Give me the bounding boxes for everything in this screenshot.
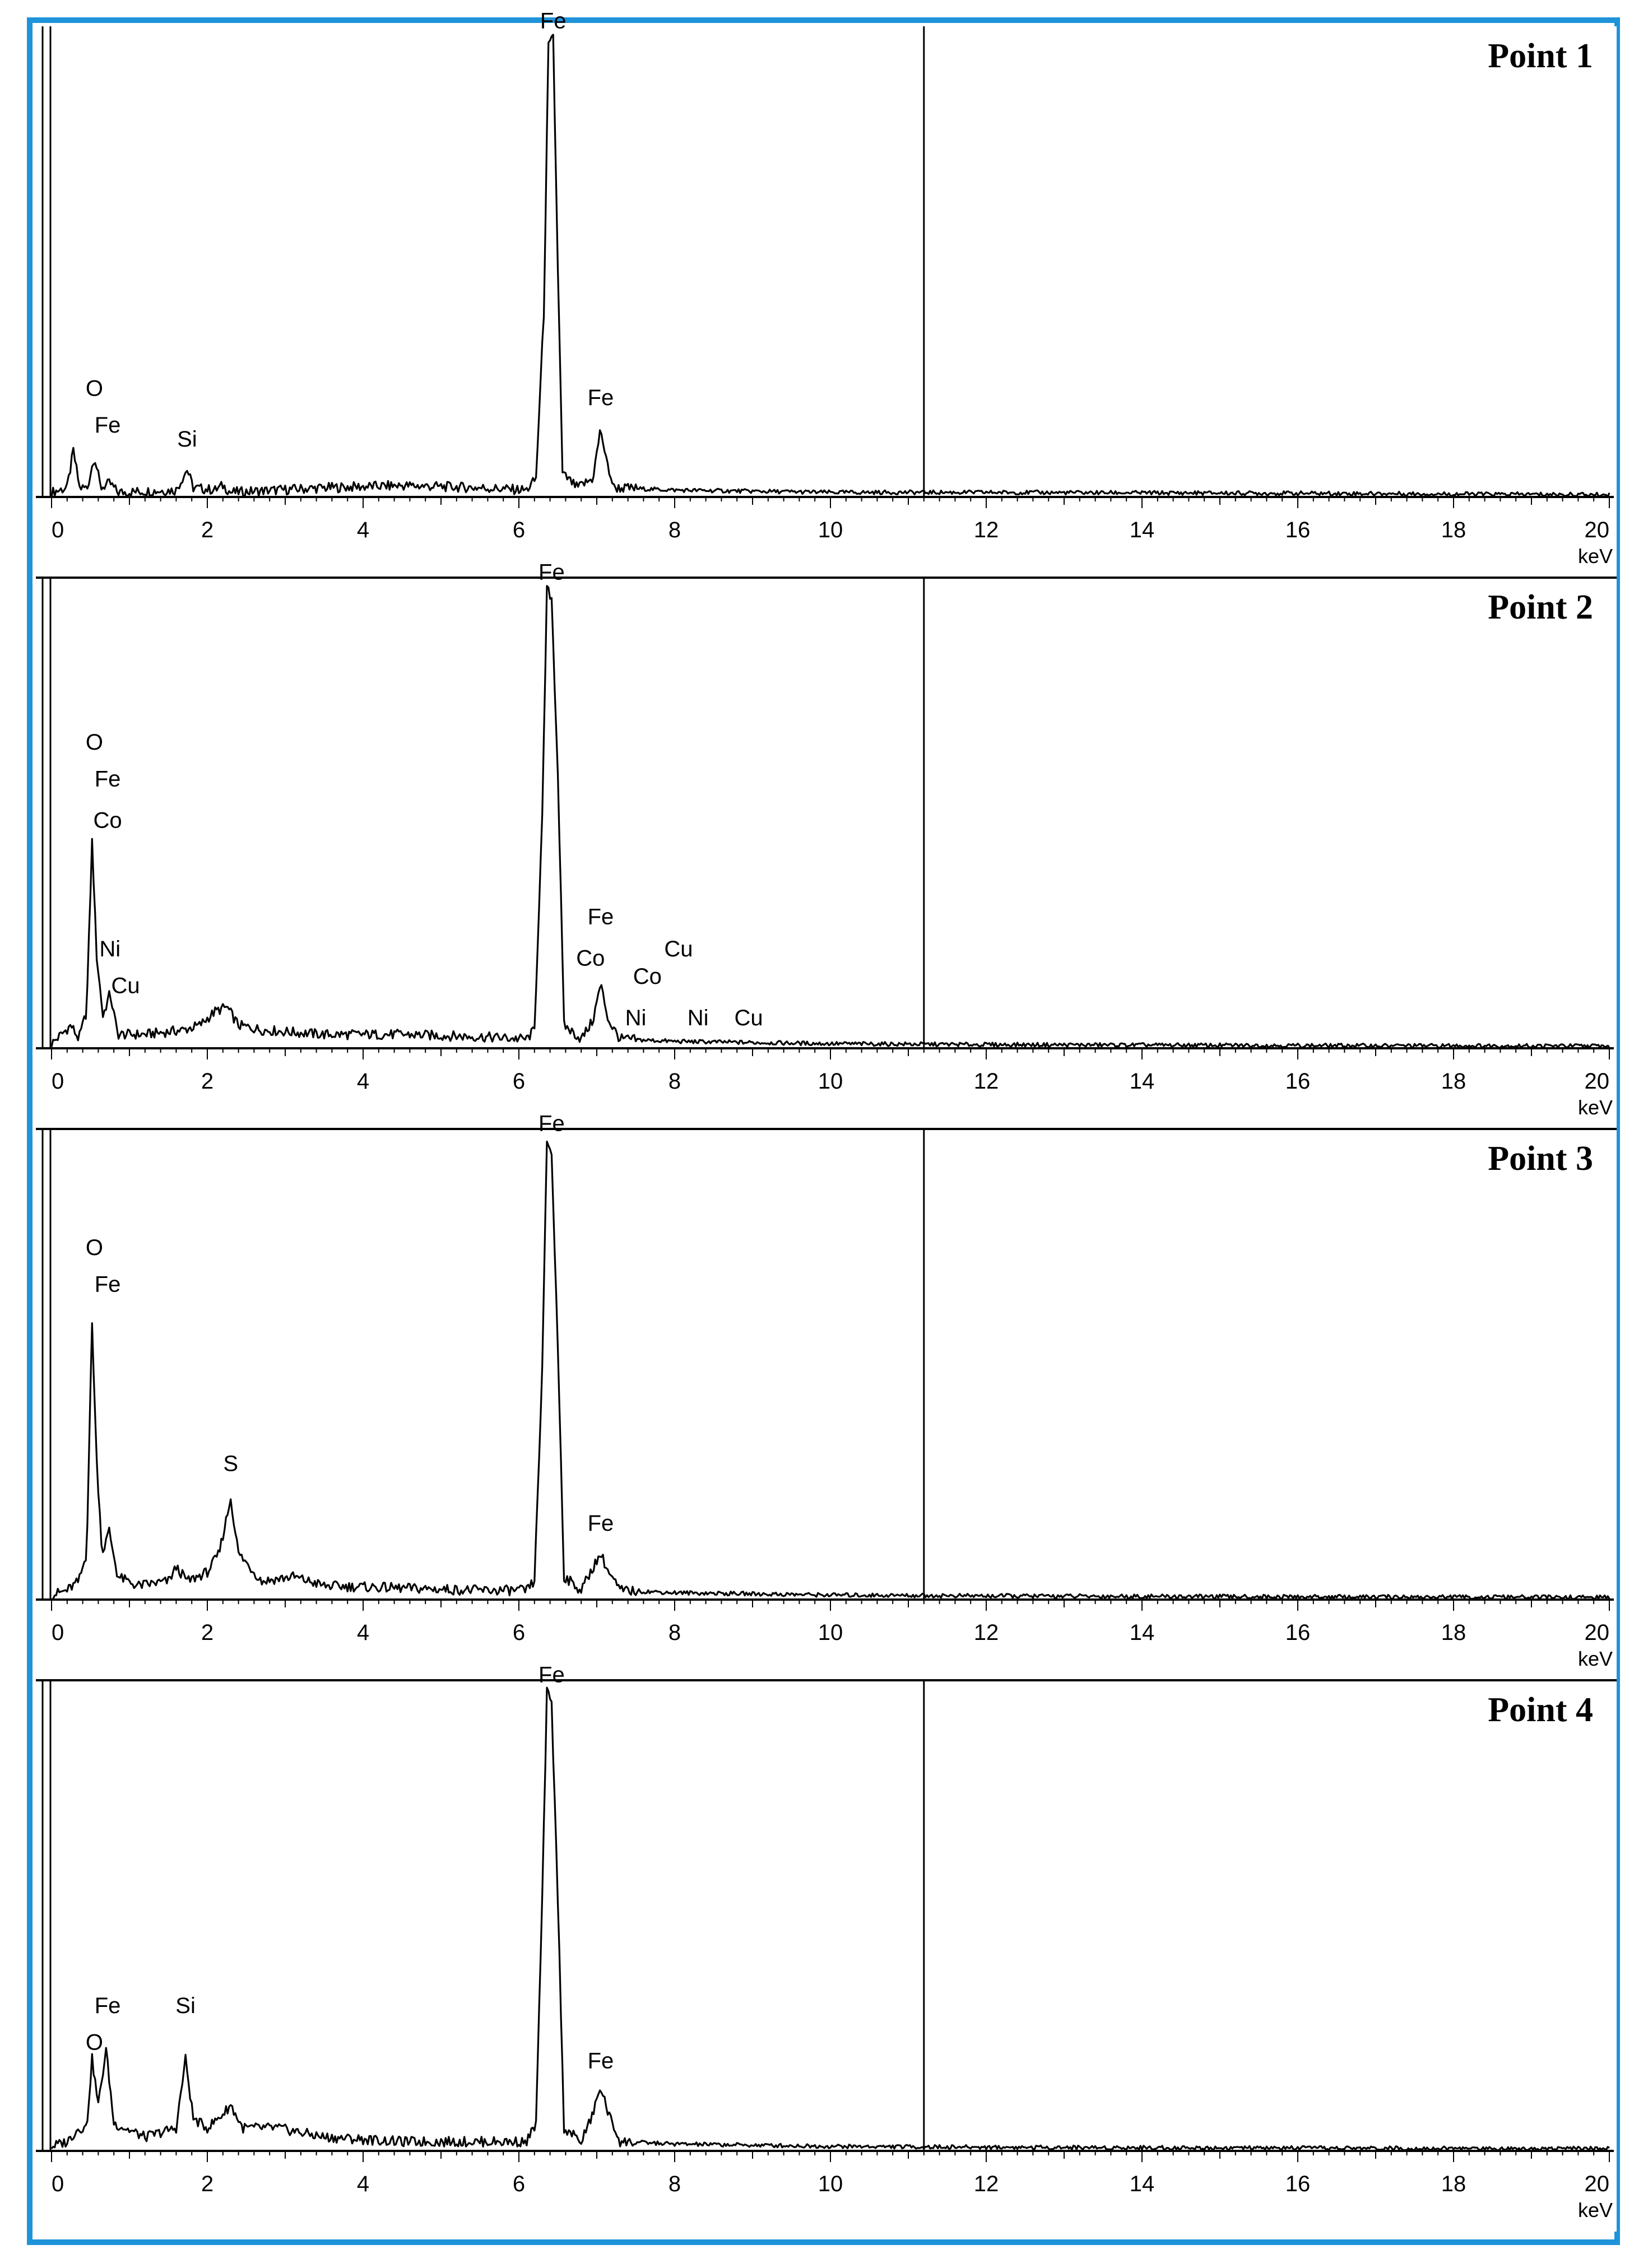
- x-tick-label: 20: [1585, 1620, 1610, 1645]
- x-tick-label: 0: [52, 1620, 64, 1645]
- x-tick-label: 2: [201, 518, 213, 542]
- x-tick-label: 4: [357, 1620, 369, 1645]
- spectrum-line: [51, 1140, 1610, 1601]
- x-tick-label: 20: [1585, 2172, 1610, 2196]
- x-tick-label: 12: [974, 1620, 999, 1645]
- x-tick-label: 2: [201, 1620, 213, 1645]
- spectrum-plot: 0 2 4 6 8 10 12 14 16 18 20keVOFeCoNiCuFeFeCoCoCuN…: [36, 560, 1617, 1119]
- x-tick-label: 6: [513, 518, 525, 542]
- x-tick-label: 16: [1285, 518, 1311, 542]
- x-tick-label: 6: [513, 1069, 525, 1094]
- peak-label: O: [86, 1235, 103, 1260]
- peak-label: Fe: [588, 2048, 614, 2073]
- x-tick-label: 12: [974, 2172, 999, 2196]
- panel-title: Point 1: [1488, 37, 1593, 75]
- peak-label: Fe: [588, 1511, 614, 1536]
- x-tick-label: 8: [669, 1069, 681, 1094]
- peak-label: Si: [177, 427, 197, 452]
- x-tick-label: 20: [1585, 518, 1610, 542]
- x-tick-label: 14: [1130, 1620, 1155, 1645]
- peak-label: Fe: [95, 1993, 121, 2018]
- spectrum-panel-4: Point 4 0 2 4 6 8 10 12 14 16 18 20 keV Fe Si O Fe Fe: [36, 1663, 1617, 2232]
- panel-title: Point 2: [1488, 588, 1593, 626]
- x-tick-label: 12: [974, 518, 999, 542]
- spectrum-line: [50, 1686, 1610, 2151]
- spectrum-panel-3: Point 3 0 2 4 6 8 10 12 14 16 18 20 keV O Fe S Fe Fe: [36, 1112, 1617, 1680]
- x-axis-unit: keV: [1578, 545, 1613, 568]
- peak-label: Ni: [625, 1006, 647, 1030]
- peak-label: Fe: [95, 413, 121, 438]
- peak-label: Co: [576, 946, 605, 970]
- x-tick-label: 4: [357, 518, 369, 542]
- peak-label: Cu: [664, 937, 693, 961]
- x-tick-label: 8: [669, 2172, 681, 2196]
- spectrum-line: [50, 585, 1610, 1049]
- peak-label: Si: [175, 1993, 196, 2018]
- x-tick-label: 8: [669, 1620, 681, 1645]
- spectrum-line: [50, 34, 1610, 498]
- x-axis-unit: keV: [1578, 2199, 1613, 2221]
- x-tick-label: 10: [818, 1620, 843, 1645]
- x-tick-label: 14: [1130, 2172, 1155, 2196]
- peak-label: Fe: [588, 905, 614, 929]
- x-tick-label: 10: [818, 518, 843, 542]
- x-tick-label: 12: [974, 1069, 999, 1094]
- x-tick-label: 6: [513, 2172, 525, 2196]
- x-tick-label: 0: [52, 1069, 64, 1094]
- x-tick-label: 16: [1285, 2172, 1311, 2196]
- peak-label: Fe: [540, 9, 567, 34]
- x-tick-label: 8: [669, 518, 681, 542]
- peak-label: Co: [94, 808, 122, 833]
- x-tick-label: 6: [513, 1620, 525, 1645]
- x-tick-label: 18: [1441, 2172, 1466, 2196]
- x-tick-label: 0: [52, 518, 64, 542]
- peak-label: Co: [633, 964, 662, 989]
- spectrum-plot: 0 2 4 6 8 10 12 14 16 18 20 keV Fe Si O Fe Fe: [36, 1663, 1617, 2221]
- x-tick-label: 18: [1441, 1069, 1466, 1094]
- x-tick-label: 2: [201, 1069, 213, 1094]
- peak-label: Fe: [95, 767, 121, 792]
- x-axis-unit: keV: [1578, 1096, 1613, 1119]
- x-tick-label: 2: [201, 2172, 213, 2196]
- panel-title: Point 3: [1488, 1140, 1593, 1178]
- panel-title: Point 4: [1488, 1691, 1593, 1729]
- peak-label: O: [86, 377, 103, 401]
- spectrum-panel-2: Point 2 0 2 4 6 8 10 12 14 16 18 20 keV O Fe Co Ni Cu Fe F…: [36, 560, 1617, 1129]
- peak-label: Fe: [538, 1663, 565, 1688]
- peak-label: Fe: [588, 385, 614, 410]
- x-tick-label: 14: [1130, 518, 1155, 542]
- x-tick-label: 16: [1285, 1069, 1311, 1094]
- peak-label: Fe: [538, 560, 565, 585]
- x-axis-unit: keV: [1578, 1647, 1613, 1670]
- peak-label: Fe: [538, 1112, 565, 1136]
- x-tick-label: 16: [1285, 1620, 1311, 1645]
- spectrum-panel-1: Point 1 0 2 4 6 8 10 12 14 16 18 20 keV O Fe Si Fe Fe: [36, 9, 1617, 578]
- x-tick-label: 10: [818, 1069, 843, 1094]
- x-tick-label: 18: [1441, 518, 1466, 542]
- x-tick-label: 4: [357, 1069, 369, 1094]
- spectrum-plot: 0 2 4 6 8 10 12 14 16 18 20 keV O Fe Si Fe Fe: [36, 9, 1614, 568]
- peak-label: S: [223, 1451, 238, 1476]
- peak-label: O: [86, 2030, 103, 2055]
- x-tick-label: 14: [1130, 1069, 1155, 1094]
- peak-label: Ni: [99, 937, 120, 961]
- peak-label: Cu: [111, 974, 140, 998]
- figure-frame: Point 1 0 2 4 6 8 10 12 14 16 18 20 keV O Fe Si Fe Fe Po…: [27, 9, 1620, 2245]
- x-tick-label: 10: [818, 2172, 843, 2196]
- peak-label: Ni: [688, 1006, 709, 1030]
- peak-label: Fe: [95, 1272, 121, 1297]
- peak-label: Cu: [734, 1006, 763, 1030]
- x-tick-label: 20: [1585, 1069, 1610, 1094]
- x-tick-label: 0: [52, 2172, 64, 2196]
- x-tick-label: 18: [1441, 1620, 1466, 1645]
- peak-label: O: [86, 730, 103, 755]
- x-tick-label: 4: [357, 2172, 369, 2196]
